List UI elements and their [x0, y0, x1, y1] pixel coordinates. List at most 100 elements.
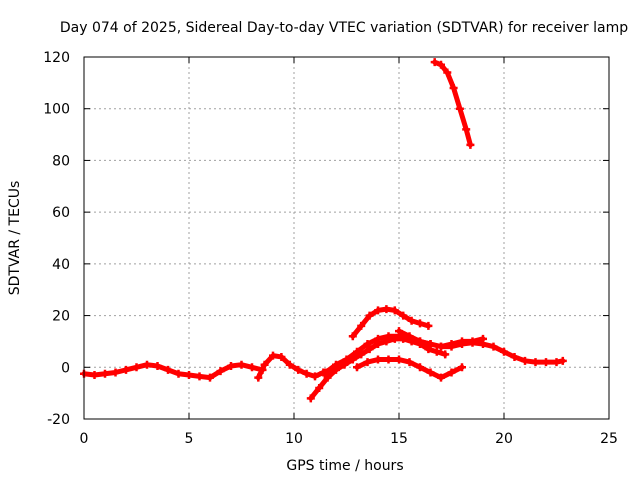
- data-point: [437, 60, 445, 69]
- x-tick-label: 25: [600, 431, 618, 447]
- y-tick-label: 40: [52, 257, 70, 273]
- data-point: [416, 319, 424, 328]
- data-point: [374, 355, 382, 364]
- chart-title: Day 074 of 2025, Sidereal Day-to-day VTE…: [60, 20, 628, 36]
- data-point: [185, 371, 193, 380]
- data-point: [342, 355, 351, 364]
- series-track-e: [348, 305, 433, 341]
- data-point: [521, 356, 529, 365]
- data-point: [426, 368, 435, 377]
- data-point: [395, 327, 403, 336]
- data-point: [424, 345, 433, 354]
- data-point: [384, 355, 393, 364]
- data-point: [237, 360, 246, 369]
- data-point: [348, 332, 357, 341]
- data-point: [306, 394, 315, 403]
- data-point: [542, 358, 550, 367]
- x-tick-label: 20: [495, 431, 513, 447]
- data-point: [390, 306, 399, 315]
- data-point: [363, 358, 372, 367]
- data-point: [101, 369, 109, 378]
- data-point: [254, 373, 263, 382]
- data-point: [323, 373, 332, 382]
- data-point: [248, 363, 256, 372]
- grid: [84, 57, 609, 419]
- data-point: [302, 369, 311, 378]
- x-tick-label: 0: [80, 431, 89, 447]
- x-tick-label: 5: [185, 431, 194, 447]
- data-point: [321, 368, 330, 377]
- data-point: [462, 125, 471, 134]
- data-point: [424, 321, 433, 330]
- data-point: [315, 383, 324, 392]
- series-line: [350, 306, 431, 339]
- data-point: [206, 373, 214, 382]
- data-point: [111, 368, 120, 377]
- data-point: [353, 363, 361, 372]
- data-point: [384, 332, 393, 341]
- data-point: [407, 316, 416, 325]
- data-point: [468, 337, 477, 346]
- data-point: [90, 371, 99, 380]
- data-point: [195, 372, 204, 381]
- data-point: [500, 347, 508, 356]
- y-tick-label: 0: [61, 360, 70, 376]
- data-point: [558, 356, 567, 365]
- data-point: [426, 340, 435, 349]
- x-tick-label: 10: [285, 431, 303, 447]
- data-point: [382, 305, 391, 314]
- data-point: [447, 368, 456, 377]
- y-tick-label: 120: [43, 50, 70, 66]
- data-point: [430, 58, 439, 67]
- data-point: [132, 363, 141, 372]
- x-axis-label: GPS time / hours: [286, 458, 403, 474]
- y-tick-label: -20: [47, 412, 70, 428]
- data-point: [216, 367, 225, 376]
- data-point: [466, 140, 475, 149]
- data-point: [153, 361, 162, 370]
- data-point: [416, 363, 424, 372]
- data-point: [227, 361, 235, 370]
- data-point: [365, 345, 374, 354]
- data-point: [489, 342, 498, 351]
- series-track-a: [80, 360, 267, 382]
- data-point: [311, 372, 319, 381]
- data-series: [80, 58, 567, 403]
- plot-frame: [83, 56, 610, 420]
- data-point: [479, 334, 487, 343]
- data-point: [443, 68, 452, 77]
- data-point: [395, 355, 403, 364]
- data-point: [143, 360, 151, 369]
- data-point: [164, 365, 172, 374]
- data-point: [437, 373, 445, 382]
- data-point: [405, 332, 414, 341]
- data-point: [174, 369, 183, 378]
- data-point: [277, 352, 286, 361]
- data-point: [353, 347, 361, 356]
- data-point: [374, 306, 382, 315]
- series-track-h: [437, 334, 487, 351]
- data-point: [269, 351, 277, 360]
- data-point: [399, 311, 408, 320]
- data-point: [363, 340, 372, 349]
- y-tick-label: 60: [52, 205, 70, 221]
- y-tick-label: 20: [52, 309, 70, 325]
- data-point: [437, 342, 445, 351]
- data-point: [365, 311, 374, 320]
- data-point: [374, 334, 382, 343]
- data-point: [449, 84, 458, 93]
- series-track-g: [395, 327, 567, 367]
- data-point: [441, 350, 450, 359]
- data-point: [357, 321, 366, 330]
- data-point: [285, 360, 294, 369]
- data-point: [294, 365, 303, 374]
- data-point: [458, 337, 466, 346]
- series-track-b: [254, 351, 328, 382]
- data-point: [531, 358, 540, 367]
- series-line: [81, 362, 265, 381]
- data-point: [455, 104, 464, 113]
- data-point: [458, 363, 466, 372]
- data-point: [332, 360, 340, 369]
- data-point: [416, 337, 424, 346]
